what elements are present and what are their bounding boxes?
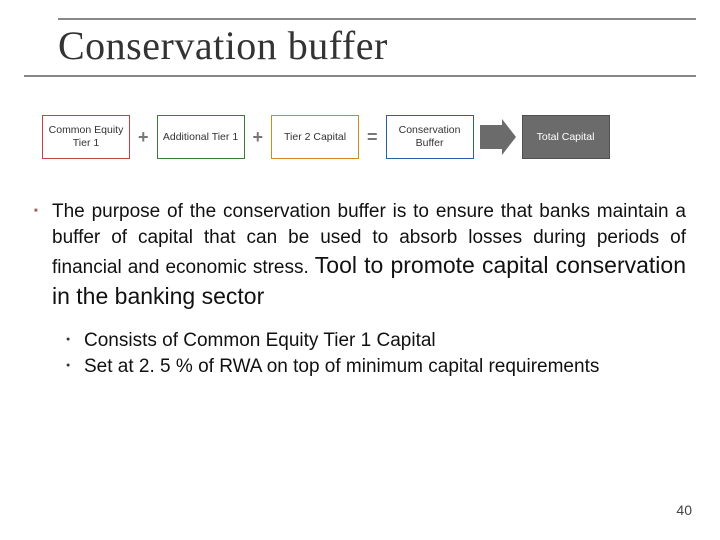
- page-number: 40: [676, 502, 692, 518]
- sub-bullets: Consists of Common Equity Tier 1 Capital…: [66, 328, 686, 379]
- flow-box-total: Total Capital: [522, 115, 610, 159]
- slide-title: Conservation buffer: [24, 20, 696, 71]
- bullet-main: The purpose of the conservation buffer i…: [34, 199, 686, 312]
- flow-box-cet1: Common Equity Tier 1: [42, 115, 130, 159]
- plus-icon: +: [251, 127, 266, 148]
- slide: Conservation buffer Common Equity Tier 1…: [0, 0, 720, 540]
- plus-icon: +: [136, 127, 151, 148]
- flow-box-conservation: Conservation Buffer: [386, 115, 474, 159]
- arrow-icon: [480, 119, 516, 155]
- sub-bullet-1: Consists of Common Equity Tier 1 Capital: [66, 328, 686, 354]
- equals-icon: =: [365, 127, 380, 148]
- capital-flow-diagram: Common Equity Tier 1 + Additional Tier 1…: [42, 115, 696, 159]
- flow-box-tier2: Tier 2 Capital: [271, 115, 359, 159]
- rule-bottom: [24, 75, 696, 77]
- flow-box-at1: Additional Tier 1: [157, 115, 245, 159]
- main-bullets: The purpose of the conservation buffer i…: [34, 199, 686, 312]
- sub-bullet-2: Set at 2. 5 % of RWA on top of minimum c…: [66, 354, 686, 380]
